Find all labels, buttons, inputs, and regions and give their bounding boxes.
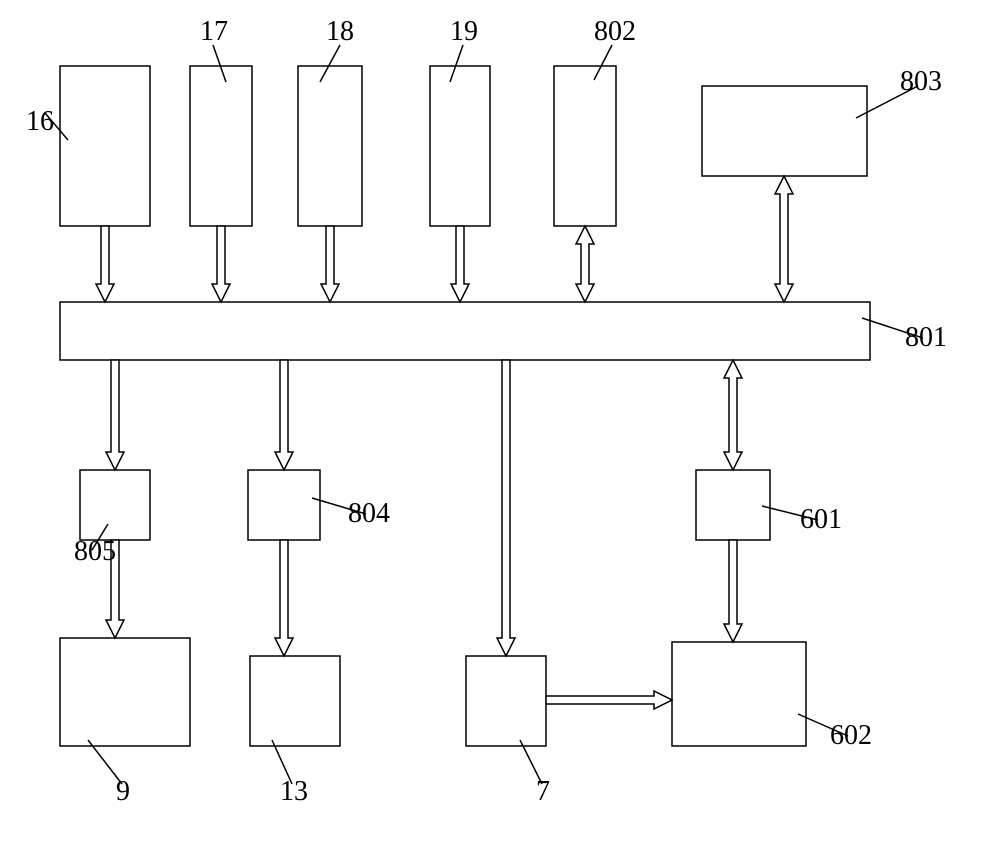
label-l13: 13: [280, 776, 308, 807]
block-b16: [60, 66, 150, 226]
arrow: [212, 226, 230, 302]
arrow: [275, 360, 293, 470]
arrow: [321, 226, 339, 302]
block-b19: [430, 66, 490, 226]
arrow: [546, 691, 672, 709]
label-l17: 17: [200, 16, 228, 47]
label-l602: 602: [830, 720, 872, 751]
arrow: [106, 360, 124, 470]
label-l7: 7: [536, 776, 550, 807]
block-b9: [60, 638, 190, 746]
block-b803: [702, 86, 867, 176]
label-l9: 9: [116, 776, 130, 807]
diagram-canvas: 16 17 18 19 802 803 801 805 804 601 9 13 7 602: [0, 0, 1000, 842]
arrow: [724, 360, 742, 470]
block-b802: [554, 66, 616, 226]
arrow: [775, 176, 793, 302]
arrow: [576, 226, 594, 302]
block-b601: [696, 470, 770, 540]
arrow: [724, 540, 742, 642]
label-l18: 18: [326, 16, 354, 47]
arrow: [275, 540, 293, 656]
block-b805: [80, 470, 150, 540]
arrow: [497, 360, 515, 656]
block-b804: [248, 470, 320, 540]
block-b18: [298, 66, 362, 226]
arrow: [451, 226, 469, 302]
label-l805: 805: [74, 536, 116, 567]
label-l601: 601: [800, 504, 842, 535]
label-l802: 802: [594, 16, 636, 47]
label-l803: 803: [900, 66, 942, 97]
block-b602: [672, 642, 806, 746]
block-b17: [190, 66, 252, 226]
label-l19: 19: [450, 16, 478, 47]
block-b801: [60, 302, 870, 360]
arrow: [96, 226, 114, 302]
label-l16: 16: [26, 106, 54, 137]
block-b7: [466, 656, 546, 746]
block-b13: [250, 656, 340, 746]
label-l801: 801: [905, 322, 947, 353]
label-l804: 804: [348, 498, 390, 529]
